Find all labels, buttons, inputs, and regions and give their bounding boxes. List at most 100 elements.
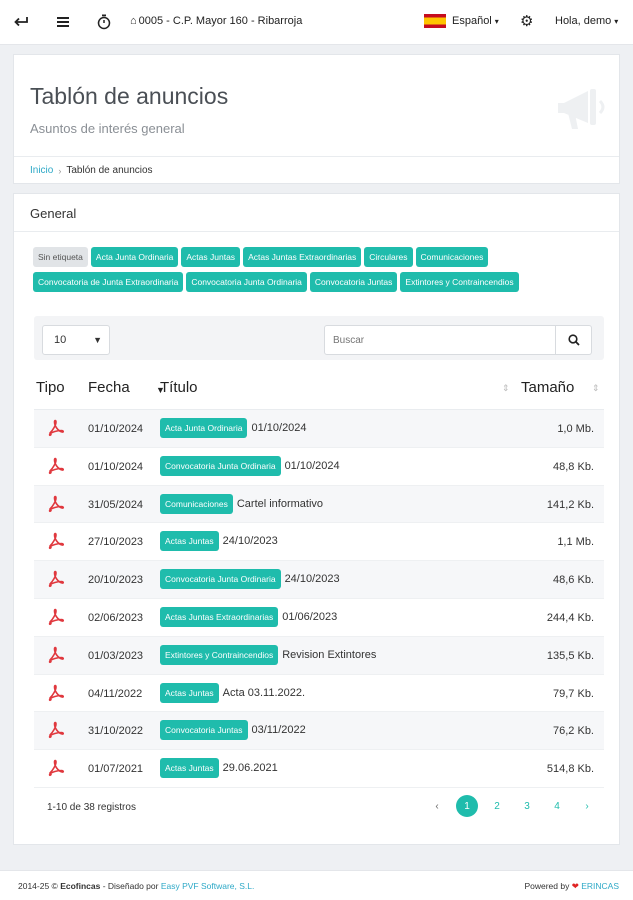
row-title-cell: Convocatoria Junta Ordinaria 01/10/2024 — [160, 455, 340, 476]
search-input[interactable] — [324, 325, 556, 355]
gear-icon[interactable]: ⚙ — [520, 13, 534, 30]
pagination-next-button[interactable]: › — [585, 800, 589, 812]
row-date: 01/07/2021 — [88, 763, 144, 776]
row-date: 01/10/2024 — [88, 423, 144, 435]
row-title-link[interactable]: 01/10/2024 — [284, 459, 340, 472]
chevron-down-icon: ▾ — [614, 16, 619, 26]
pagination-page-3[interactable]: 3 — [524, 800, 530, 812]
table-row[interactable]: 31/10/2022 Convocatoria Juntas 03/11/2022 7… — [34, 712, 604, 751]
pdf-icon[interactable] — [47, 495, 65, 513]
breadcrumb-home-link[interactable]: Inicio — [30, 165, 54, 176]
community-selector[interactable]: ⌂ 0005 - C.P. Mayor 160 - Ribarroja — [130, 15, 302, 27]
menu-icon[interactable] — [54, 13, 72, 31]
pdf-icon[interactable] — [47, 721, 65, 739]
tag-filter-convocatoria-junta-ordinaria[interactable]: Convocatoria Junta Ordinaria — [186, 272, 307, 292]
community-label: 0005 - C.P. Mayor 160 - Ribarroja — [138, 15, 303, 27]
row-tag[interactable]: Convocatoria Junta Ordinaria — [160, 455, 281, 476]
breadcrumb-separator: › — [58, 165, 62, 176]
tag-filter-comunicaciones[interactable]: Comunicaciones — [415, 247, 489, 267]
column-header-tipo[interactable]: Tipo — [36, 379, 65, 396]
pdf-icon[interactable] — [47, 570, 65, 588]
breadcrumb-current: Tablón de anuncios — [66, 165, 153, 176]
row-title-link[interactable]: 24/10/2023 — [284, 573, 340, 586]
column-header-tamano[interactable]: Tamaño — [521, 379, 575, 396]
pdf-icon[interactable] — [47, 684, 65, 702]
row-date: 20/10/2023 — [88, 574, 144, 587]
column-header-titulo[interactable]: Título — [160, 379, 198, 396]
row-tag[interactable]: Acta Junta Ordinaria — [160, 418, 248, 438]
row-tag[interactable]: Convocatoria Junta Ordinaria — [160, 569, 281, 590]
stopwatch-icon[interactable] — [95, 13, 113, 31]
row-size: 135,5 Kb. — [546, 649, 594, 662]
row-tag[interactable]: Convocatoria Juntas — [160, 720, 248, 741]
table-row[interactable]: 01/07/2021 Actas Juntas 29.06.2021 514,8 Kb… — [34, 750, 604, 788]
row-size: 76,2 Kb. — [553, 725, 594, 738]
tag-filter-extintores[interactable]: Extintores y Contraincendios — [400, 272, 519, 292]
row-title-link[interactable]: 01/06/2023 — [282, 610, 338, 623]
tag-filter-actas-juntas-extraordinarias[interactable]: Actas Juntas Extraordinarias — [243, 247, 362, 267]
row-tag[interactable]: Actas Juntas — [160, 758, 219, 779]
search-button[interactable] — [556, 325, 592, 355]
tag-filter-actas-juntas[interactable]: Actas Juntas — [181, 247, 241, 267]
pdf-icon[interactable] — [47, 646, 65, 664]
table-row[interactable]: 01/10/2024 Convocatoria Junta Ordinaria 01… — [34, 448, 604, 486]
row-title-link[interactable]: 01/10/2024 — [251, 422, 307, 434]
row-tag[interactable]: Actas Juntas — [160, 531, 219, 552]
user-greeting: Hola, demo — [555, 15, 612, 27]
tag-filter-circulares[interactable]: Circulares — [364, 247, 413, 267]
table-row[interactable]: 20/10/2023 Convocatoria Junta Ordinaria 24… — [34, 561, 604, 599]
sort-icon[interactable]: ⇕ — [502, 383, 510, 393]
tag-filter-convocatoria-junta-extraordinaria[interactable]: Convocatoria de Junta Extraordinaria — [33, 272, 184, 292]
pdf-icon[interactable] — [47, 608, 65, 626]
column-header-fecha[interactable]: Fecha — [88, 379, 130, 396]
footer-powered: Powered by ❤ ERINCAS — [524, 881, 619, 892]
announcements-panel: General Sin etiqueta Acta Junta Ordinaria… — [13, 193, 620, 845]
row-title-cell: Extintores y Contraincendios Revision Ext… — [160, 644, 377, 665]
pagination-page-1[interactable]: 1 — [456, 795, 478, 817]
row-title-link[interactable]: Acta 03.11.2022. — [222, 686, 306, 699]
row-title-cell: Actas Juntas 24/10/2023 — [160, 531, 278, 552]
language-selector[interactable]: Español ▾ — [424, 14, 499, 28]
pagination-page-4[interactable]: 4 — [554, 800, 560, 812]
tag-filter-convocatoria-juntas[interactable]: Convocatoria Juntas — [309, 272, 398, 292]
pagination-page-2[interactable]: 2 — [494, 800, 500, 812]
row-tag[interactable]: Actas Juntas — [160, 682, 219, 703]
row-title-link[interactable]: 29.06.2021 — [222, 762, 278, 775]
table-row[interactable]: 01/03/2023 Extintores y Contraincendios Re… — [34, 636, 604, 675]
row-title-cell: Convocatoria Juntas 03/11/2022 — [160, 720, 306, 741]
row-tag[interactable]: Actas Juntas Extraordinarias — [160, 606, 279, 627]
page-size-select[interactable]: 10 ▼ — [42, 325, 110, 355]
back-arrow-icon[interactable] — [12, 13, 30, 31]
designer-link[interactable]: Easy PVF Software, S.L. — [160, 881, 255, 891]
pdf-icon[interactable] — [47, 457, 65, 475]
pdf-icon[interactable] — [47, 532, 65, 550]
powered-brand-link[interactable]: ERINCAS — [581, 881, 619, 891]
row-size: 1,0 Mb. — [557, 423, 594, 435]
page-size-value: 10 — [54, 334, 67, 346]
row-tag[interactable]: Extintores y Contraincendios — [160, 644, 279, 665]
tag-filter-acta-junta-ordinaria[interactable]: Acta Junta Ordinaria — [90, 247, 179, 267]
sort-icon[interactable]: ⇕ — [592, 383, 600, 393]
row-date: 01/03/2023 — [88, 649, 144, 662]
row-size: 141,2 Kb. — [546, 498, 594, 511]
tag-filter-sin-etiqueta[interactable]: Sin etiqueta — [33, 247, 88, 267]
table-row[interactable]: 31/05/2024 Comunicaciones Cartel informati… — [34, 485, 604, 524]
row-title-cell: Comunicaciones Cartel informativo — [160, 493, 324, 514]
pagination-prev-button[interactable]: ‹ — [435, 800, 439, 812]
row-tag[interactable]: Comunicaciones — [160, 493, 233, 514]
table-row[interactable]: 02/06/2023 Actas Juntas Extraordinarias 01… — [34, 599, 604, 637]
row-title-link[interactable]: Revision Extintores — [282, 648, 377, 661]
user-menu[interactable]: Hola, demo ▾ — [555, 15, 618, 27]
home-icon: ⌂ — [130, 15, 137, 27]
row-date: 31/10/2022 — [88, 725, 144, 738]
table-row[interactable]: 04/11/2022 Actas Juntas Acta 03.11.2022. 79… — [34, 675, 604, 713]
pdf-icon[interactable] — [47, 759, 65, 777]
row-title-link[interactable]: Cartel informativo — [236, 497, 324, 510]
row-title-link[interactable]: 24/10/2023 — [222, 535, 278, 548]
sort-desc-icon[interactable]: ▼ — [156, 385, 165, 395]
table-row[interactable]: 27/10/2023 Actas Juntas 24/10/2023 1,1 Mb. — [34, 523, 604, 562]
row-size: 514,8 Kb. — [546, 763, 594, 776]
table-row[interactable]: 01/10/2024 Acta Junta Ordinaria 01/10/2024… — [34, 410, 604, 448]
pdf-icon[interactable] — [47, 419, 65, 437]
row-title-link[interactable]: 03/11/2022 — [251, 724, 306, 737]
